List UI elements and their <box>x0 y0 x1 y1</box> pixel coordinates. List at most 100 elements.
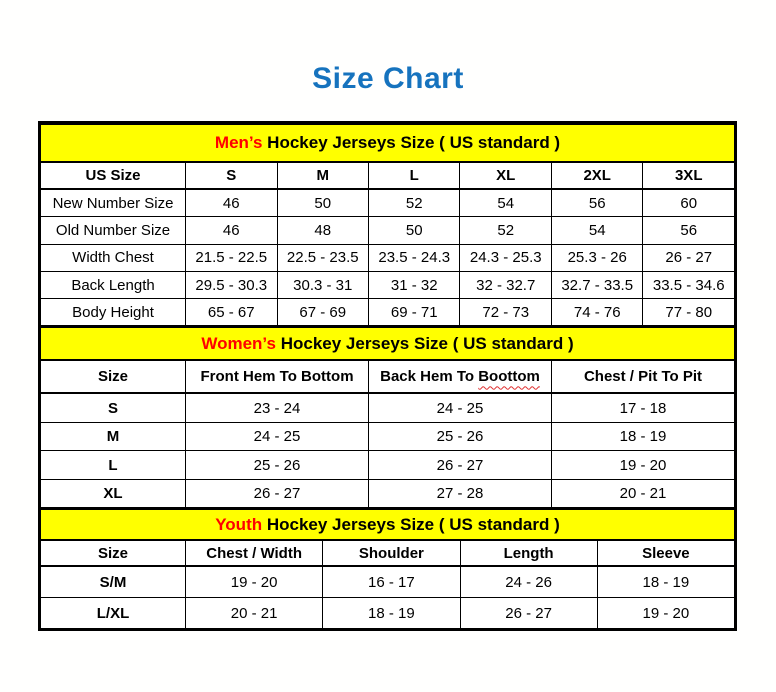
column-header: 2XL <box>550 161 644 190</box>
column-header: US Size <box>39 161 187 190</box>
table-row: Body Height 65 - 67 67 - 69 69 - 71 72 - 73 7… <box>39 298 735 327</box>
table-row: S/M 19 - 20 16 - 17 24 - 26 18 - 19 <box>39 565 736 599</box>
misspelled-word: Boottom <box>478 368 540 386</box>
page-title: Size Chart <box>312 62 464 95</box>
cell: 27 - 28 <box>368 478 552 509</box>
cell: 33.5 - 34.6 <box>642 270 735 300</box>
cell: 18 - 19 <box>551 421 735 452</box>
row-label: XL <box>39 478 187 509</box>
cell: 50 <box>276 188 370 218</box>
table-row: L 25 - 26 26 - 27 19 - 20 <box>39 450 735 480</box>
section-heading: Women’s Hockey Jerseys Size ( US standar… <box>40 326 735 362</box>
cell: 26 - 27 <box>368 450 552 480</box>
row-label: Old Number Size <box>39 216 187 245</box>
cell: 17 - 18 <box>551 392 735 423</box>
cell: 21.5 - 22.5 <box>185 243 278 272</box>
section-heading-row: Men’s Hockey Jerseys Size ( US standard … <box>40 123 735 163</box>
table-row: S 23 - 24 24 - 25 17 - 18 <box>39 392 735 423</box>
column-header: Front Hem To Bottom <box>185 359 370 395</box>
column-header: L <box>367 161 461 190</box>
cell: 23.5 - 24.3 <box>367 243 461 272</box>
row-label: New Number Size <box>39 188 187 218</box>
row-label: Body Height <box>39 298 187 327</box>
table-row: Width Chest 21.5 - 22.5 22.5 - 23.5 23.5 - … <box>39 243 735 272</box>
cell: 22.5 - 23.5 <box>276 243 370 272</box>
row-label: Width Chest <box>39 243 187 272</box>
column-header: Back Hem To Boottom <box>368 359 552 395</box>
column-header: Size <box>39 539 187 568</box>
cell: 19 - 20 <box>596 597 736 630</box>
column-header-row: Size Front Hem To Bottom Back Hem To Boott… <box>39 359 735 395</box>
section-heading-rest: Hockey Jerseys Size ( US standard ) <box>262 514 560 534</box>
cell: 60 <box>642 188 735 218</box>
cell: 56 <box>550 188 644 218</box>
row-label: S <box>39 392 187 423</box>
cell: 69 - 71 <box>367 298 461 327</box>
row-label: S/M <box>39 565 187 599</box>
cell: 52 <box>367 188 461 218</box>
cell: 54 <box>550 216 644 245</box>
section-heading-highlight: Women’s <box>201 333 276 353</box>
section-heading-highlight: Men’s <box>214 133 263 152</box>
cell: 18 - 19 <box>596 565 736 599</box>
table-row: Back Length 29.5 - 30.3 30.3 - 31 31 - 32 32… <box>39 270 735 300</box>
cell: 24 - 26 <box>459 565 598 599</box>
cell: 26 - 27 <box>642 243 735 272</box>
table-row: Old Number Size 46 48 50 52 54 56 <box>39 216 735 245</box>
cell: 19 - 20 <box>185 565 324 599</box>
cell: 24.3 - 25.3 <box>459 243 552 272</box>
table-row: XL 26 - 27 27 - 28 20 - 21 <box>39 478 735 509</box>
cell: 29.5 - 30.3 <box>185 270 278 300</box>
cell: 46 <box>185 188 278 218</box>
cell: 20 - 21 <box>185 597 324 630</box>
cell: 54 <box>459 188 552 218</box>
section-womens-table: Women’s Hockey Jerseys Size ( US standar… <box>39 326 735 509</box>
cell: 25.3 - 26 <box>550 243 644 272</box>
column-header: XL <box>459 161 552 190</box>
column-header: Chest / Pit To Pit <box>551 359 735 395</box>
section-heading-row: Youth Hockey Jerseys Size ( US standard … <box>40 508 735 542</box>
cell: 32.7 - 33.5 <box>550 270 644 300</box>
section-heading: Youth Hockey Jerseys Size ( US standard … <box>40 508 735 542</box>
column-header: Chest / Width <box>185 539 324 568</box>
section-heading-rest: Hockey Jerseys Size ( US standard ) <box>262 133 561 152</box>
column-header: Length <box>459 539 598 568</box>
cell: 30.3 - 31 <box>276 270 370 300</box>
section-mens-table: Men’s Hockey Jerseys Size ( US standard … <box>39 123 735 327</box>
column-header: S <box>185 161 278 190</box>
section-heading: Men’s Hockey Jerseys Size ( US standard … <box>40 123 735 163</box>
row-label: M <box>39 421 187 452</box>
cell: 56 <box>642 216 735 245</box>
table-row: New Number Size 46 50 52 54 56 60 <box>39 188 735 218</box>
column-header-row: Size Chest / Width Shoulder Length Sleeve <box>39 539 736 568</box>
section-heading-rest: Hockey Jerseys Size ( US standard ) <box>275 333 574 353</box>
cell: 20 - 21 <box>551 478 735 509</box>
column-header-row: US Size S M L XL 2XL 3XL <box>39 161 735 190</box>
column-header: 3XL <box>642 161 735 190</box>
row-label: Back Length <box>39 270 187 300</box>
cell: 16 - 17 <box>322 565 461 599</box>
cell: 46 <box>185 216 278 245</box>
cell: 23 - 24 <box>185 392 370 423</box>
cell: 25 - 26 <box>368 421 552 452</box>
cell: 24 - 25 <box>368 392 552 423</box>
cell: 26 - 27 <box>185 478 370 509</box>
cell: 19 - 20 <box>551 450 735 480</box>
cell: 65 - 67 <box>185 298 278 327</box>
row-label: L <box>39 450 187 480</box>
cell: 74 - 76 <box>550 298 644 327</box>
row-label: L/XL <box>39 597 187 630</box>
section-heading-highlight: Youth <box>215 514 263 534</box>
column-header: M <box>276 161 370 190</box>
table-row: M 24 - 25 25 - 26 18 - 19 <box>39 421 735 452</box>
cell: 77 - 80 <box>642 298 735 327</box>
section-youth-table: Youth Hockey Jerseys Size ( US standard … <box>39 508 736 630</box>
cell: 18 - 19 <box>322 597 461 630</box>
cell: 72 - 73 <box>459 298 552 327</box>
cell: 50 <box>367 216 461 245</box>
column-header: Sleeve <box>596 539 736 568</box>
size-chart-table: Men’s Hockey Jerseys Size ( US standard … <box>38 121 737 632</box>
cell: 26 - 27 <box>459 597 598 630</box>
column-header: Size <box>39 359 187 395</box>
cell: 52 <box>459 216 552 245</box>
